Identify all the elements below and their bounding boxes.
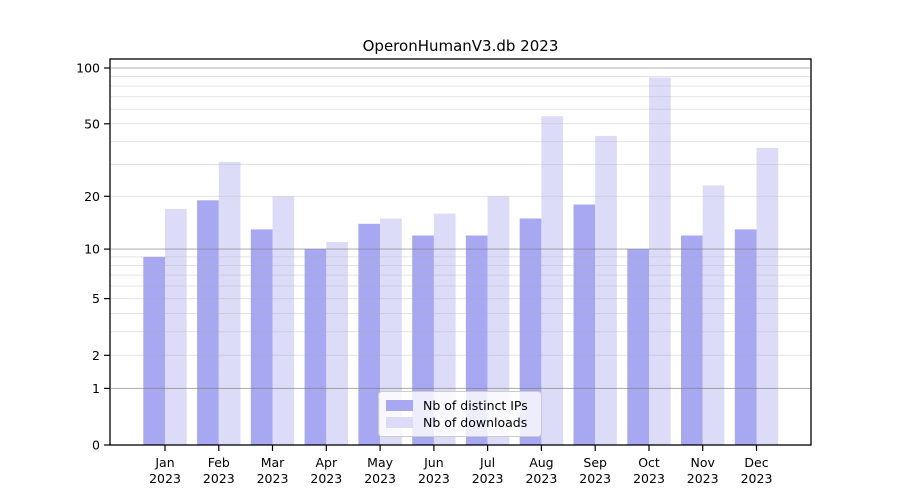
legend: Nb of distinct IPs Nb of downloads: [378, 391, 542, 437]
bar-downloads: [756, 147, 779, 446]
x-tick-label-year: 2023: [579, 471, 611, 486]
axes-frame: [109, 58, 812, 446]
bar-distinct-ips: [681, 235, 703, 445]
x-tick-label-month: Apr: [315, 455, 337, 470]
x-tick-label-month: Mar: [261, 455, 285, 470]
x-tick-label-year: 2023: [203, 471, 235, 486]
x-tick-label-year: 2023: [633, 471, 665, 486]
y-tick-label: 2: [92, 348, 100, 363]
legend-item-downloads: Nb of downloads: [386, 415, 533, 430]
x-tick-label-month: Dec: [744, 455, 768, 470]
x-tick-label-month: Jan: [154, 455, 174, 470]
legend-label-downloads: Nb of downloads: [423, 415, 528, 430]
bar-downloads: [649, 77, 671, 446]
legend-swatch-downloads-icon: [386, 417, 413, 428]
x-tick-label-year: 2023: [310, 471, 342, 486]
x-tick-label-year: 2023: [472, 471, 504, 486]
y-tick-label: 0: [92, 438, 100, 453]
x-tick-label-month: Aug: [529, 455, 553, 470]
x-tick-label-year: 2023: [364, 471, 396, 486]
bar-downloads: [165, 208, 187, 445]
y-tick-label: 50: [84, 116, 100, 131]
bar-distinct-ips: [143, 256, 165, 445]
x-tick-label-year: 2023: [687, 471, 719, 486]
x-tick-label-month: Feb: [208, 455, 230, 470]
y-tick-label: 1: [92, 381, 100, 396]
x-tick-label-month: Oct: [638, 455, 660, 470]
x-tick-label-year: 2023: [741, 471, 773, 486]
bar-downloads: [272, 196, 295, 445]
bar-distinct-ips: [250, 229, 273, 445]
y-tick-label: 10: [84, 242, 100, 257]
x-tick-label-month: Sep: [583, 455, 607, 470]
x-tick-label-year: 2023: [257, 471, 289, 486]
y-tick-label: 5: [92, 291, 100, 306]
legend-label-distinct-ips: Nb of distinct IPs: [423, 398, 528, 413]
bar-downloads: [433, 213, 456, 445]
bar-downloads: [541, 116, 564, 445]
x-tick-label-year: 2023: [418, 471, 450, 486]
bar-downloads: [595, 135, 617, 445]
bar-downloads: [487, 196, 510, 445]
bar-downloads: [218, 161, 241, 445]
x-tick-label-month: Nov: [690, 455, 715, 470]
bar-distinct-ips: [573, 204, 596, 445]
y-tick-label: 20: [84, 189, 100, 204]
bar-distinct-ips: [627, 249, 649, 445]
x-tick-label-year: 2023: [525, 471, 557, 486]
x-tick-label-year: 2023: [149, 471, 181, 486]
bar-downloads: [326, 242, 348, 445]
legend-item-distinct-ips: Nb of distinct IPs: [386, 398, 533, 413]
bar-distinct-ips: [197, 200, 219, 445]
y-tick-label: 100: [76, 61, 100, 76]
bar-distinct-ips: [304, 249, 327, 445]
x-tick-label-month: Jun: [423, 455, 444, 470]
x-tick-label-month: Jul: [479, 455, 495, 470]
bar-distinct-ips: [358, 223, 381, 445]
x-tick-label-month: May: [367, 455, 393, 470]
bar-distinct-ips: [734, 229, 757, 445]
bar-downloads: [702, 185, 725, 445]
chart-title: OperonHumanV3.db 2023: [362, 37, 559, 55]
legend-swatch-distinct-ips-icon: [386, 400, 413, 411]
